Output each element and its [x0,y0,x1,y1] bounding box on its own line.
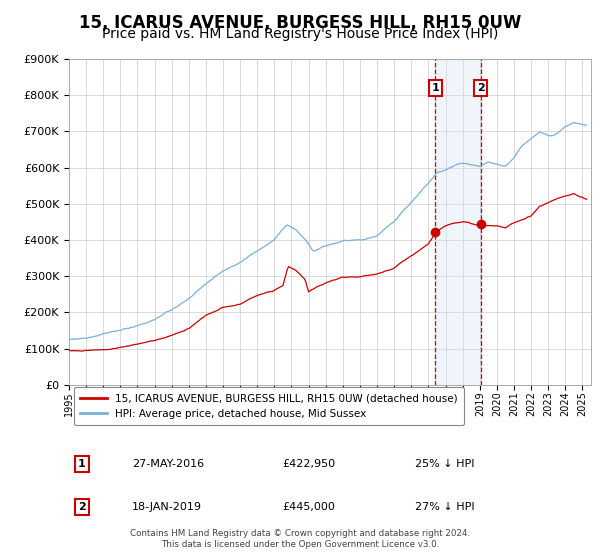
Text: 27-MAY-2016: 27-MAY-2016 [131,459,204,469]
Text: 1: 1 [78,459,86,469]
Text: Price paid vs. HM Land Registry's House Price Index (HPI): Price paid vs. HM Land Registry's House … [102,27,498,41]
Text: 2: 2 [78,502,86,512]
Text: 1: 1 [431,83,439,93]
Text: 27% ↓ HPI: 27% ↓ HPI [415,502,475,512]
Bar [436,59,481,385]
Text: 18-JAN-2019: 18-JAN-2019 [131,502,202,512]
Text: 15, ICARUS AVENUE, BURGESS HILL, RH15 0UW: 15, ICARUS AVENUE, BURGESS HILL, RH15 0U… [79,14,521,32]
Text: £445,000: £445,000 [283,502,335,512]
Text: £422,950: £422,950 [283,459,335,469]
Legend: 15, ICARUS AVENUE, BURGESS HILL, RH15 0UW (detached house), HPI: Average price, : 15, ICARUS AVENUE, BURGESS HILL, RH15 0U… [74,388,464,425]
Text: 25% ↓ HPI: 25% ↓ HPI [415,459,475,469]
Text: Contains HM Land Registry data © Crown copyright and database right 2024.: Contains HM Land Registry data © Crown c… [130,529,470,538]
Text: This data is licensed under the Open Government Licence v3.0.: This data is licensed under the Open Gov… [161,540,439,549]
Text: 2: 2 [477,83,484,93]
